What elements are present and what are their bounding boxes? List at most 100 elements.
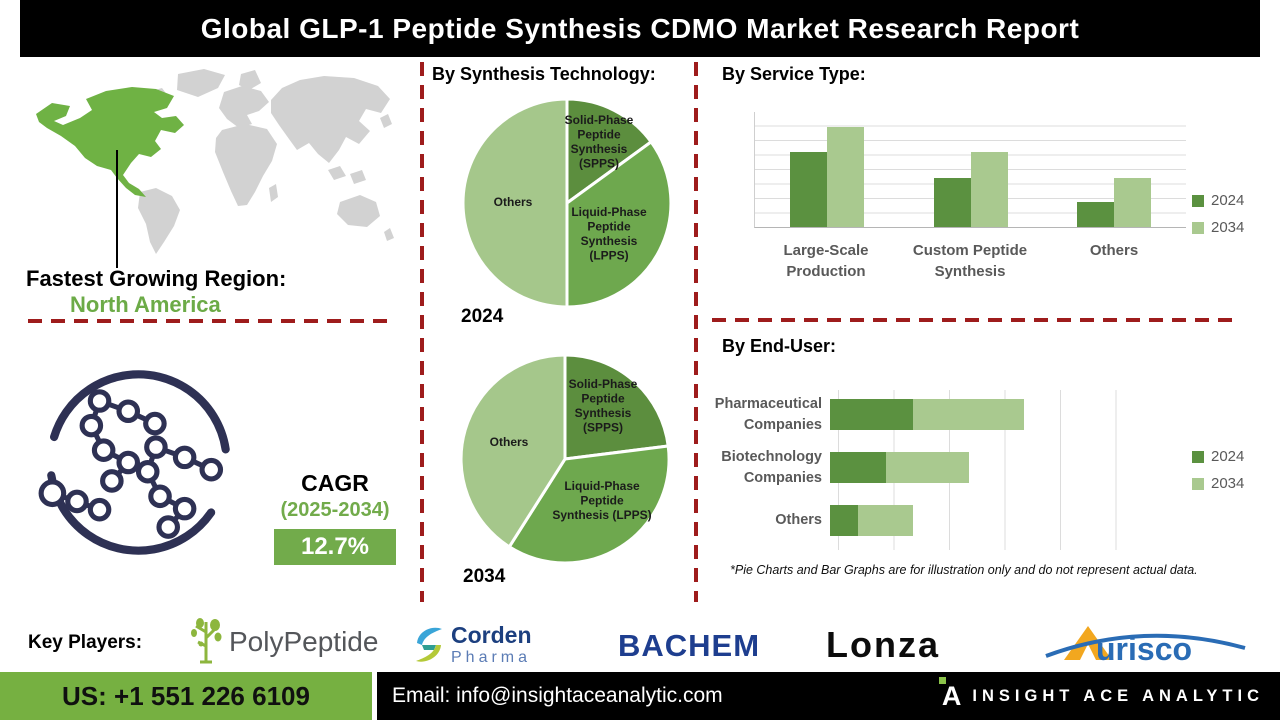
legend-item-2024: 2024 — [1192, 448, 1244, 465]
email-contact: Email: info@insightaceanalytic.com — [392, 684, 723, 707]
pie-slice — [507, 444, 671, 565]
legend-swatch-2034 — [1192, 221, 1204, 234]
cagr-period: (2025-2034) — [280, 499, 390, 521]
logo-lonza: Lonza — [826, 624, 940, 665]
middle-left-dashed-divider — [420, 62, 424, 602]
map-africa — [215, 124, 277, 206]
map-japan — [380, 114, 392, 128]
service-type-bars — [755, 112, 1186, 227]
service-category-line: Others — [1089, 242, 1139, 259]
service-bar-2034 — [970, 152, 1008, 227]
pie-2024-year-label: 2024 — [461, 306, 504, 327]
end-user-segment-2024 — [830, 452, 886, 483]
service-bar-2024 — [789, 152, 827, 227]
map-australia — [337, 195, 380, 227]
map-se-asia-island — [350, 170, 366, 184]
pie-slice — [565, 97, 653, 205]
corden-sub: Pharma — [451, 649, 532, 666]
end-user-category-line: Pharmaceutical — [714, 396, 822, 413]
service-category-line: Custom Peptide — [912, 242, 1028, 259]
pie-slice-label: Others — [494, 195, 533, 209]
pie-slice-label: Liquid-Phase Peptide Synthesis (LPPS) — [552, 479, 651, 522]
legend-label-2024: 2024 — [1211, 448, 1245, 465]
logo-corden-pharma: Corden Pharma — [412, 622, 532, 667]
service-bar-group — [1042, 112, 1186, 227]
cagr-value-badge: 12.7% — [274, 529, 396, 565]
service-category-line: Large-Scale — [783, 242, 869, 259]
left-dashed-divider — [28, 319, 396, 323]
corden-wordmark: Corden Pharma — [451, 622, 532, 667]
polypeptide-wordmark: PolyPeptide — [229, 626, 379, 657]
end-user-category-label: Biotechnology Companies — [712, 447, 830, 488]
logo-aurisco: urisco — [1045, 626, 1246, 666]
service-bar-2024 — [1077, 201, 1115, 227]
legend-label-2034: 2034 — [1211, 219, 1245, 236]
report-title-bar: Global GLP-1 Peptide Synthesis CDMO Mark… — [20, 0, 1260, 57]
cagr-block: CAGR (2025-2034) 12.7% — [264, 470, 406, 565]
footer-bar: Email: info@insightaceanalytic.com A INS… — [377, 672, 1280, 720]
end-user-segment-2034 — [913, 399, 1025, 430]
end-user-category-line: Companies — [743, 416, 822, 433]
end-user-legend: 2024 2034 — [1192, 448, 1244, 492]
pie-slice — [459, 353, 567, 549]
service-category-line: Synthesis — [934, 263, 1006, 280]
map-europe — [219, 86, 269, 128]
chart-disclaimer: *Pie Charts and Bar Graphs are for illus… — [730, 563, 1198, 577]
insight-ace-analytic-brand: A INSIGHT ACE ANALYTIC — [938, 676, 1264, 710]
service-bar-2024 — [933, 177, 971, 227]
region-pointer-line — [116, 150, 118, 268]
service-type-category-labels: Large-Scale Production Custom Peptide Synth… — [754, 240, 1186, 282]
map-region-north-america-highlight — [36, 87, 184, 197]
end-user-heading: By End-User: — [722, 336, 837, 356]
end-user-stacked-bar — [830, 452, 1163, 483]
insight-ace-green-dot — [938, 676, 946, 684]
map-madagascar — [269, 184, 278, 202]
map-asia — [271, 76, 390, 163]
end-user-segment-2034 — [857, 505, 914, 536]
end-user-category-label: Pharmaceutical Companies — [712, 394, 830, 435]
pie-slice-label: Liquid-Phase Peptide Synthesis (LPPS) — [571, 205, 647, 263]
end-user-stacked-bar — [830, 399, 1163, 430]
service-category-label: Custom Peptide Synthesis — [898, 240, 1042, 282]
end-user-segment-2024 — [830, 505, 858, 536]
map-scandinavia — [239, 70, 261, 90]
logo-polypeptide: PolyPeptide — [188, 616, 378, 668]
service-category-line: Production — [786, 263, 866, 280]
end-user-stacked-bar — [830, 505, 1163, 536]
legend-swatch-2024 — [1192, 450, 1204, 463]
end-user-category-line: Biotechnology — [721, 449, 822, 466]
service-bar-group — [755, 112, 899, 227]
cagr-title: CAGR — [301, 470, 369, 496]
insight-ace-wordmark: INSIGHT ACE ANALYTIC — [972, 686, 1264, 705]
legend-item-2024: 2024 — [1192, 192, 1244, 209]
world-map — [36, 69, 394, 254]
pie-chart-2024: Solid-Phase Peptide Synthesis (SPPS) Liquid-… — [461, 97, 673, 309]
right-dashed-divider — [712, 318, 1232, 322]
pie-chart-2034: Solid-Phase Peptide Synthesis (SPPS) Liquid-… — [459, 353, 671, 565]
middle-right-dashed-divider — [694, 62, 698, 602]
aurisco-triangle-notch — [1080, 644, 1096, 660]
map-new-zealand — [384, 228, 394, 241]
pie-2034-year-label: 2034 — [463, 566, 506, 587]
pie-slice — [563, 353, 670, 461]
aurisco-swoosh — [1045, 633, 1246, 658]
molecule-ring — [46, 370, 231, 555]
legend-item-2034: 2034 — [1192, 475, 1244, 492]
legend-item-2034: 2034 — [1192, 219, 1244, 236]
service-type-bar-chart — [754, 112, 1186, 228]
legend-label-2034: 2034 — [1211, 475, 1245, 492]
map-se-asia-island — [328, 166, 346, 180]
map-south-america — [138, 188, 180, 254]
peptide-molecule-icon — [38, 370, 231, 555]
end-user-category-line: Companies — [743, 469, 822, 486]
service-bar-group — [899, 112, 1043, 227]
map-landmasses — [132, 69, 394, 254]
end-user-bar-chart: Pharmaceutical Companies Biotechnology Comp… — [712, 388, 1182, 547]
logo-bachem: BACHEM — [618, 628, 761, 663]
pie-slice — [565, 140, 673, 309]
service-bar-2034 — [826, 126, 864, 227]
fastest-growing-region-label: Fastest Growing Region: — [26, 266, 287, 291]
key-players-label: Key Players: — [28, 632, 143, 653]
service-type-heading: By Service Type: — [722, 64, 866, 84]
